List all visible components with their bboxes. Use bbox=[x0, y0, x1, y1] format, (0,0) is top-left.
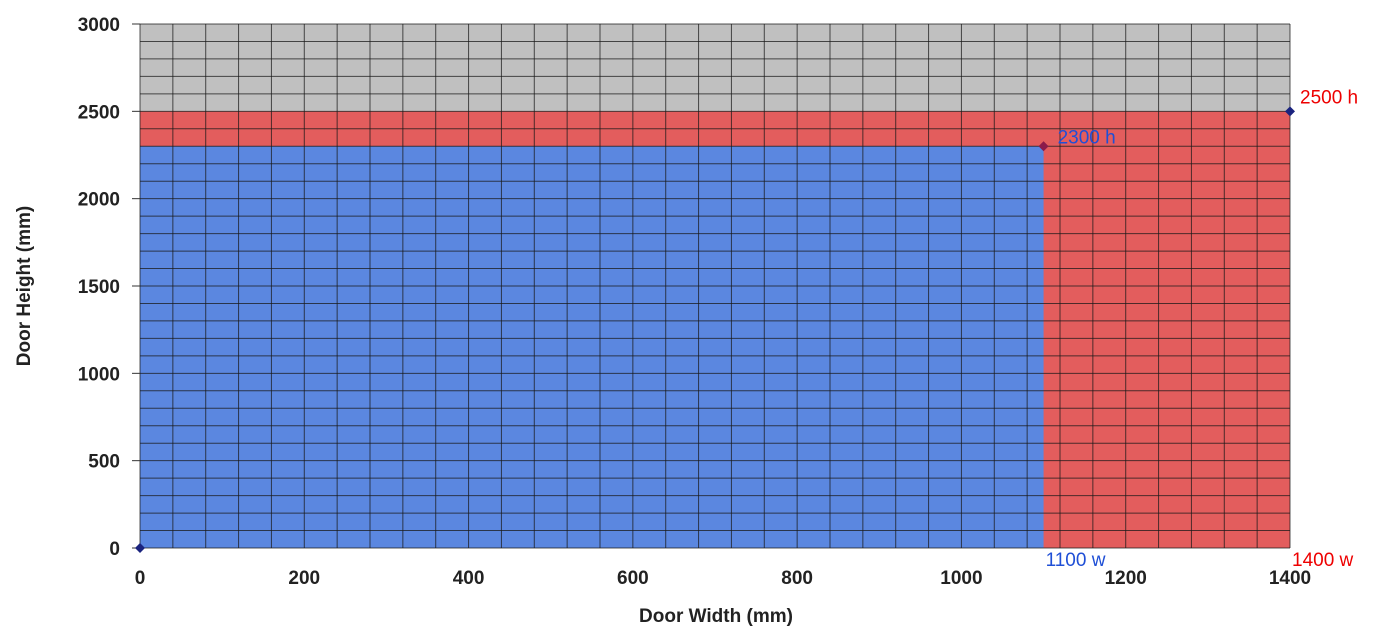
annotation-label: 1100 w bbox=[1046, 550, 1106, 571]
y-tick-label: 1500 bbox=[78, 277, 120, 298]
regions bbox=[140, 111, 1290, 548]
x-tick-label: 1200 bbox=[1105, 568, 1147, 589]
x-tick-label: 1400 bbox=[1269, 568, 1311, 589]
data-point bbox=[135, 543, 145, 553]
annotations: 2500 h 2300 h 1100 w 1400 w bbox=[1046, 87, 1359, 571]
x-tick-label: 800 bbox=[781, 568, 813, 589]
y-tick-label: 1000 bbox=[78, 364, 120, 385]
x-tick-label: 0 bbox=[135, 568, 146, 589]
y-tick-label: 2500 bbox=[78, 102, 120, 123]
data-point bbox=[1285, 106, 1295, 117]
y-axis-title: Door Height (mm) bbox=[14, 206, 35, 366]
region-1 bbox=[140, 146, 1044, 548]
grid bbox=[132, 23, 1291, 549]
y-tick-label: 3000 bbox=[78, 15, 120, 36]
annotation-label: 1400 w bbox=[1292, 550, 1354, 571]
x-tick-label: 600 bbox=[617, 568, 649, 589]
y-tick-label: 500 bbox=[88, 452, 120, 473]
x-axis-ticks: 0 200 400 600 800 1000 1200 1400 bbox=[135, 568, 1311, 589]
annotation-label: 2300 h bbox=[1058, 127, 1116, 148]
x-axis-title: Door Width (mm) bbox=[639, 606, 793, 627]
y-tick-label: 0 bbox=[109, 539, 120, 560]
annotation-label: 2500 h bbox=[1300, 87, 1358, 108]
x-tick-label: 400 bbox=[453, 568, 485, 589]
y-tick-label: 2000 bbox=[78, 190, 120, 211]
y-axis-ticks: 0 500 1000 1500 2000 2500 3000 bbox=[78, 15, 120, 560]
data-point bbox=[1038, 141, 1049, 152]
x-tick-label: 1000 bbox=[940, 568, 982, 589]
x-tick-label: 200 bbox=[288, 568, 320, 589]
data-points bbox=[135, 106, 1295, 553]
